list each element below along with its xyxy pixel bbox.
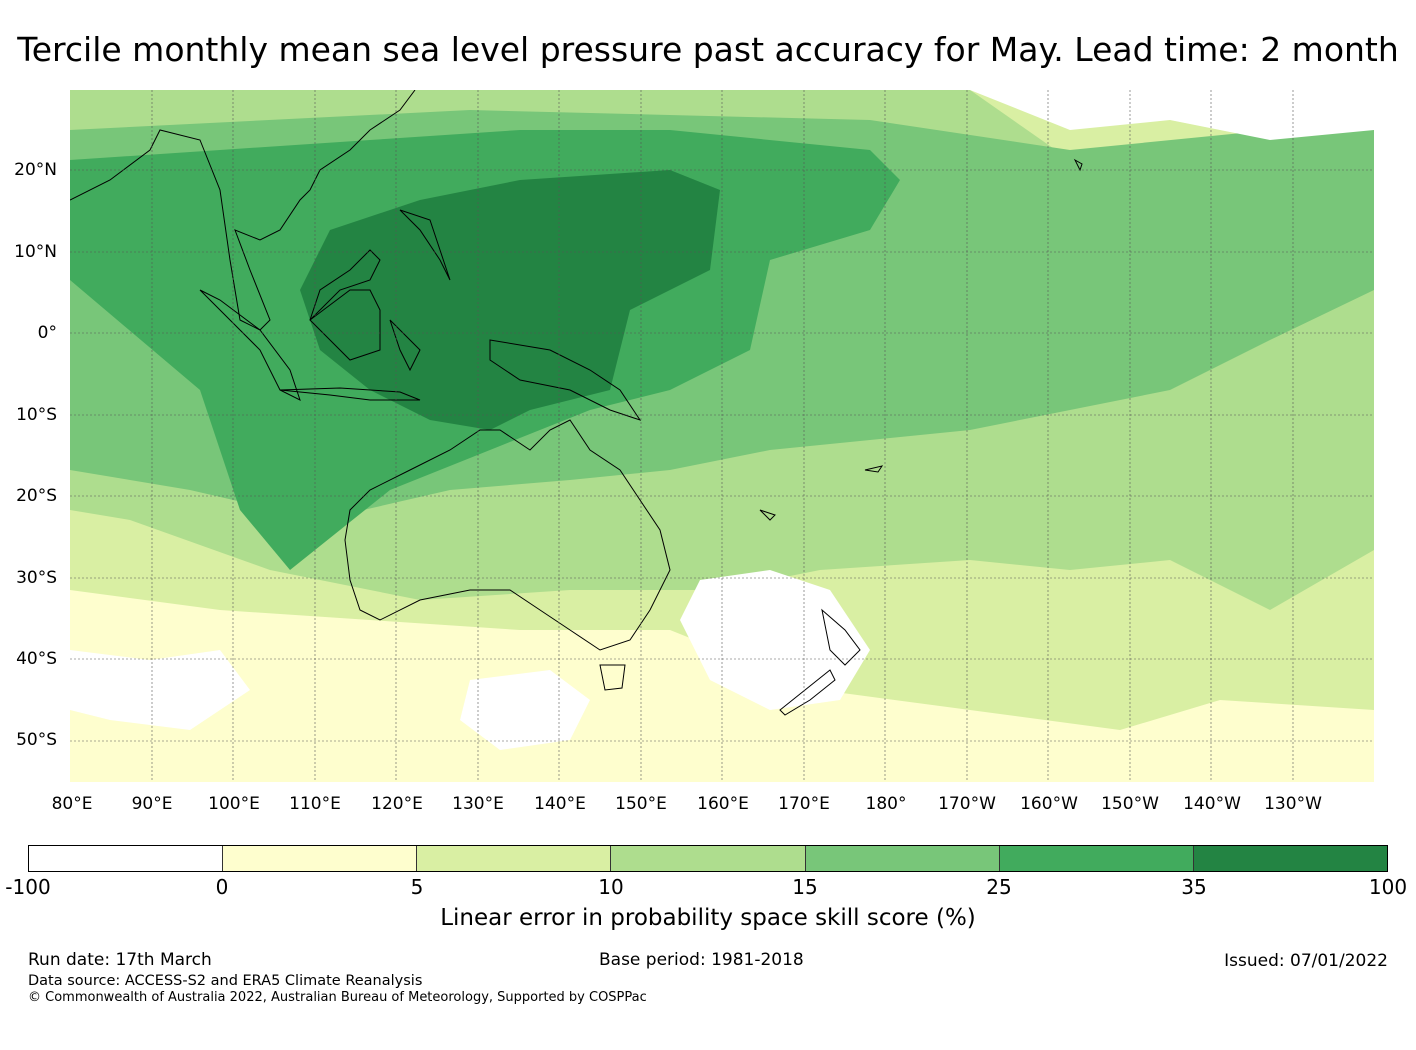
colorbar-tick: 25	[986, 875, 1012, 899]
lon-label-130e: 130°E	[452, 794, 504, 814]
lon-label-170w: 170°W	[938, 794, 996, 814]
lat-label-10s: 10°S	[16, 405, 57, 425]
graticule	[70, 90, 1374, 782]
coast-philippines	[399, 209, 451, 281]
lon-label-150e: 150°E	[615, 794, 667, 814]
coast-tasmania	[599, 664, 626, 691]
colorbar-swatch	[1193, 846, 1387, 871]
colorbar-tick: -100	[5, 875, 51, 899]
issued-date: Issued: 07/01/2022	[1224, 951, 1388, 971]
colorbar-tick: 15	[792, 875, 818, 899]
zone-35-100	[300, 170, 720, 430]
lat-label-20s: 20°S	[16, 486, 57, 506]
lon-label-150w: 150°W	[1101, 794, 1159, 814]
coast-sumatra	[199, 289, 301, 401]
lat-label-0: 0°	[37, 323, 57, 343]
colorbar-swatch	[223, 846, 418, 871]
lat-label-40s: 40°S	[16, 649, 57, 669]
colorbar-tick: 10	[598, 875, 624, 899]
coast-pacific-islands	[759, 158, 1083, 521]
coast-java	[279, 387, 421, 401]
skill-map	[70, 90, 1374, 782]
skill-field	[70, 90, 1374, 782]
colorbar-swatch	[29, 846, 224, 871]
lon-label-100e: 100°E	[208, 794, 260, 814]
lon-label-80e: 80°E	[51, 794, 93, 814]
lon-label-120e: 120°E	[371, 794, 423, 814]
lon-label-110e: 110°E	[289, 794, 341, 814]
lon-label-180: 180°	[865, 794, 907, 814]
colorbar	[28, 845, 1388, 872]
coastlines	[70, 90, 1083, 716]
lat-label-30s: 30°S	[16, 568, 57, 588]
copyright: © Commonwealth of Australia 2022, Austra…	[28, 990, 647, 1005]
coast-australia	[344, 419, 671, 651]
lat-label-10n: 10°N	[14, 242, 57, 262]
lon-label-130w: 130°W	[1264, 794, 1322, 814]
coast-borneo-main	[309, 289, 381, 361]
lon-label-170e: 170°E	[778, 794, 830, 814]
colorbar-label: Linear error in probability space skill …	[440, 905, 976, 931]
lat-label-20n: 20°N	[14, 160, 57, 180]
map-title: Tercile monthly mean sea level pressure …	[17, 30, 1399, 69]
run-date: Run date: 17th March	[28, 950, 212, 970]
lat-label-50s: 50°S	[16, 730, 57, 750]
lon-label-140e: 140°E	[534, 794, 586, 814]
coast-borneo	[309, 249, 381, 321]
coast-southeast-asia	[70, 90, 416, 331]
colorbar-swatch	[999, 846, 1194, 871]
colorbar-swatch	[417, 846, 612, 871]
lon-label-140w: 140°W	[1183, 794, 1241, 814]
lon-label-90e: 90°E	[131, 794, 173, 814]
coast-new-zealand-south	[779, 669, 836, 716]
coast-new-zealand-north	[821, 608, 861, 666]
colorbar-swatch	[805, 846, 1000, 871]
lon-label-160e: 160°E	[697, 794, 749, 814]
lon-label-160w: 160°W	[1020, 794, 1078, 814]
colorbar-swatch	[611, 846, 806, 871]
coast-new-guinea	[489, 339, 642, 421]
data-source: Data source: ACCESS-S2 and ERA5 Climate …	[28, 973, 423, 989]
colorbar-tick: 35	[1181, 875, 1207, 899]
base-period: Base period: 1981-2018	[599, 950, 804, 970]
zone-below-0	[680, 570, 870, 710]
colorbar-tick: 5	[410, 875, 424, 899]
coast-sulawesi	[389, 319, 421, 372]
colorbar-tick: 100	[1368, 875, 1408, 899]
colorbar-tick: 0	[215, 875, 229, 899]
